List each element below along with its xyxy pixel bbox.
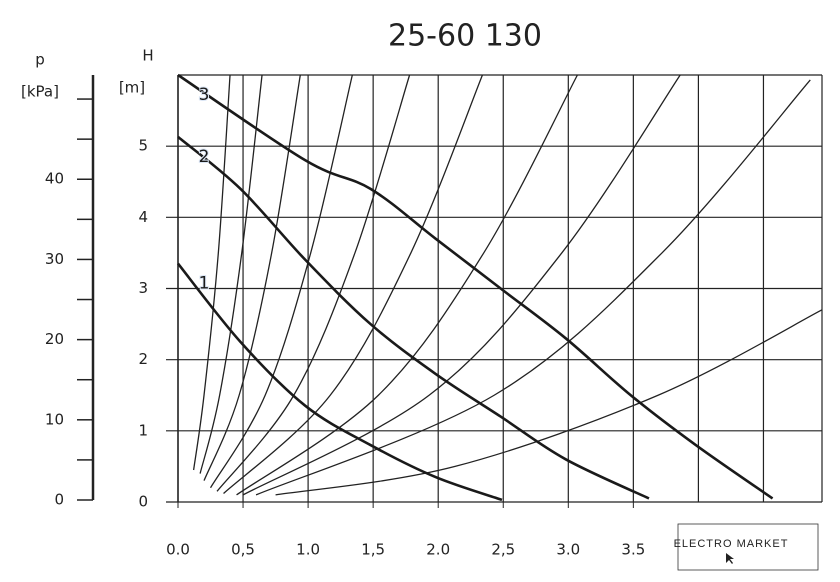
y2-tick-label: 20 xyxy=(45,330,64,348)
system-curve xyxy=(203,74,301,481)
system-curve xyxy=(242,74,681,496)
pump-curve xyxy=(176,262,503,502)
y-tick-label: 0 xyxy=(138,493,148,511)
x-tick-label: 2,5 xyxy=(491,541,515,559)
chart-title: 25-60 130 xyxy=(388,19,542,54)
x-tick-label: 3.5 xyxy=(621,541,645,559)
system-curve xyxy=(223,74,484,494)
y2-tick-label: 40 xyxy=(45,170,64,188)
x-tick-label: 1,5 xyxy=(361,541,385,559)
x-tick-label: 0,5 xyxy=(231,541,255,559)
system-curve xyxy=(216,74,411,492)
system-curve xyxy=(236,74,578,496)
system-curve xyxy=(192,74,231,471)
cursor-icon xyxy=(726,553,734,564)
x-tick-label: 1.0 xyxy=(296,541,320,559)
pump-curve xyxy=(177,135,650,500)
series-label: 3 xyxy=(199,85,210,105)
series-label: 1 xyxy=(199,274,210,294)
series-label: 2 xyxy=(199,147,210,167)
watermark: ELECTRO MARKET xyxy=(674,538,789,550)
y-tick-label: 1 xyxy=(138,421,148,439)
pump-curve xyxy=(177,73,774,500)
system-curve xyxy=(209,74,353,489)
y2-tick-label: 30 xyxy=(45,250,64,268)
y2-axis-unit: [kPa] xyxy=(21,83,59,101)
y-tick-label: 3 xyxy=(138,279,148,297)
y-axis-label: H xyxy=(142,47,153,65)
watermark-box xyxy=(677,523,819,571)
system-curve xyxy=(199,74,263,474)
y-tick-label: 2 xyxy=(138,350,148,368)
y2-axis-label: p xyxy=(35,51,45,69)
x-tick-label: 2.0 xyxy=(426,541,450,559)
y-tick-label: 5 xyxy=(138,137,148,155)
system-curve xyxy=(275,309,823,496)
y2-tick-label: 10 xyxy=(45,410,64,428)
x-tick-label: 0.0 xyxy=(166,541,190,559)
system-curve xyxy=(255,79,811,496)
y-tick-label: 4 xyxy=(138,208,148,226)
y2-tick-label: 0 xyxy=(54,491,64,509)
x-tick-label: 3.0 xyxy=(556,541,580,559)
y-axis-unit: [m] xyxy=(119,79,145,97)
